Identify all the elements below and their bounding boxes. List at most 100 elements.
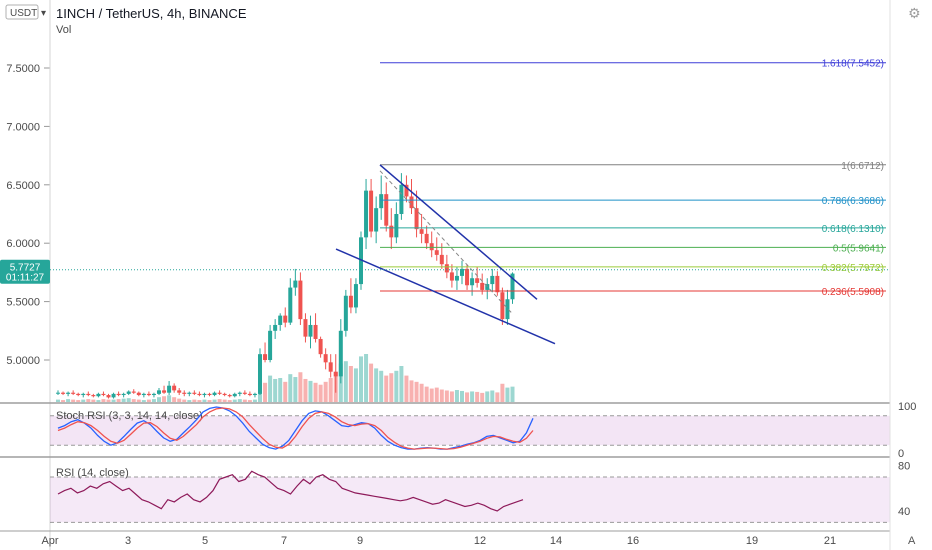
candle-body	[76, 393, 81, 396]
volume-bar	[61, 400, 66, 402]
candle-body	[465, 268, 470, 286]
time-tick-label: 3	[125, 535, 131, 547]
candle-body	[126, 391, 131, 394]
dropdown-chevron-icon[interactable]: ▾	[41, 8, 46, 19]
volume-bar	[222, 399, 227, 402]
candle-body	[172, 385, 177, 391]
candle-body	[505, 299, 510, 320]
candle-body	[283, 315, 288, 323]
candle-body	[475, 278, 480, 283]
volume-bar	[212, 399, 217, 402]
candle-body	[273, 324, 278, 331]
indicator-band-fill	[50, 477, 890, 523]
candle-body	[490, 275, 495, 285]
candle-body	[86, 393, 91, 396]
candle-body	[353, 284, 358, 308]
volume-bar	[505, 387, 510, 402]
candle-body	[187, 392, 192, 394]
volume-bar	[247, 400, 252, 402]
candle-body	[252, 393, 257, 396]
volume-bar	[283, 381, 288, 402]
candle-body	[237, 392, 242, 394]
volume-bar	[71, 399, 76, 402]
candle-body	[136, 392, 141, 396]
candle-body	[101, 393, 106, 396]
candle-body	[328, 362, 333, 372]
fib-level-label: 0.618(6.1310)	[822, 224, 884, 235]
candle-body	[192, 392, 197, 394]
candle-body	[177, 390, 182, 393]
volume-bar	[369, 363, 374, 402]
candle-body	[439, 254, 444, 265]
candle-body	[96, 393, 101, 397]
candle-body	[182, 392, 187, 394]
time-tick-label: 21	[824, 535, 836, 547]
volume-label: Vol	[56, 24, 71, 36]
candle-body	[500, 292, 505, 320]
candle-body	[227, 395, 232, 397]
volume-bar	[348, 366, 353, 402]
settings-gear-icon[interactable]: ⚙	[908, 6, 921, 22]
wedge-lower-trendline	[335, 248, 556, 345]
candle-body	[278, 315, 283, 325]
last-price-countdown: 01:11:27	[6, 273, 45, 284]
currency-badge[interactable]	[5, 4, 39, 20]
candle-body	[71, 392, 76, 394]
volume-bar	[121, 398, 126, 402]
candle-body	[444, 264, 449, 273]
candle-body	[151, 393, 156, 396]
price-tick-label: 6.5000	[6, 180, 40, 192]
volume-bar	[293, 377, 298, 402]
volume-bar	[192, 399, 197, 402]
volume-bar	[404, 375, 409, 402]
volume-bar	[323, 381, 328, 402]
candle-body	[419, 229, 424, 234]
candle-body	[399, 184, 404, 214]
candle-body	[323, 354, 328, 363]
candle-body	[303, 319, 308, 337]
candle-body	[162, 390, 167, 393]
price-tick-label: 6.0000	[6, 238, 40, 250]
candle-body	[454, 275, 459, 281]
last-price-value: 5.7727	[10, 263, 41, 274]
fib-level-label: 0.786(6.3686)	[822, 196, 884, 207]
volume-bar	[495, 392, 500, 402]
volume-bar	[454, 390, 459, 402]
volume-bar	[510, 386, 515, 402]
volume-bar	[414, 381, 419, 402]
candle-body	[414, 208, 419, 230]
time-tick-label: 12	[474, 535, 486, 547]
candle-body	[460, 268, 464, 276]
indicator-title: Stoch RSI (3, 3, 14, 14, close)	[56, 410, 203, 422]
candle-body	[288, 287, 293, 323]
volume-bar	[364, 354, 369, 402]
volume-bar	[116, 399, 121, 402]
volume-bar	[197, 400, 202, 402]
auto-scale-toggle[interactable]: A	[908, 535, 916, 547]
candle-body	[167, 385, 172, 393]
volume-bar	[106, 399, 111, 402]
candle-body	[146, 393, 151, 396]
volume-bar	[288, 374, 293, 402]
volume-bar	[384, 375, 389, 402]
volume-bar	[465, 392, 470, 402]
candle-body	[293, 280, 298, 288]
volume-bar	[202, 399, 207, 402]
volume-bar	[172, 397, 177, 402]
candle-body	[429, 243, 434, 251]
candle-body	[404, 184, 409, 197]
candle-body	[121, 393, 126, 396]
volume-bar	[424, 386, 429, 402]
candle-body	[495, 275, 500, 293]
volume-bar	[91, 399, 96, 402]
candle-body	[374, 208, 379, 232]
volume-bar	[217, 399, 222, 402]
time-tick-label: 5	[202, 535, 208, 547]
volume-bar	[66, 399, 71, 402]
candle-body	[409, 196, 414, 209]
volume-bar	[470, 391, 475, 402]
candle-body	[470, 278, 475, 286]
volume-bar	[141, 400, 146, 402]
candle-body	[212, 392, 217, 396]
candle-body	[434, 250, 439, 255]
